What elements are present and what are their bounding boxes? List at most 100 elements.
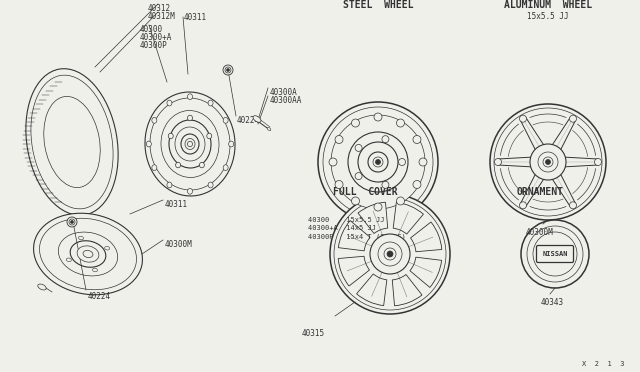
- Ellipse shape: [181, 134, 199, 154]
- Circle shape: [374, 113, 382, 121]
- Ellipse shape: [44, 96, 100, 187]
- Circle shape: [520, 115, 527, 122]
- Circle shape: [370, 234, 410, 274]
- Ellipse shape: [188, 141, 193, 147]
- Ellipse shape: [185, 138, 195, 150]
- Circle shape: [335, 180, 343, 189]
- Circle shape: [382, 181, 389, 188]
- Text: 40224: 40224: [237, 116, 260, 125]
- Ellipse shape: [200, 162, 204, 168]
- Circle shape: [351, 119, 360, 127]
- Wedge shape: [338, 256, 369, 286]
- Circle shape: [533, 232, 577, 276]
- Ellipse shape: [38, 284, 46, 290]
- Circle shape: [227, 68, 230, 71]
- Circle shape: [495, 158, 502, 166]
- Circle shape: [595, 158, 602, 166]
- Ellipse shape: [168, 133, 173, 139]
- Text: ALUMINUM  WHEEL: ALUMINUM WHEEL: [504, 0, 592, 10]
- Ellipse shape: [228, 141, 234, 147]
- Wedge shape: [410, 257, 442, 288]
- Circle shape: [223, 65, 233, 75]
- Ellipse shape: [188, 94, 193, 100]
- Text: 40315: 40315: [302, 329, 325, 338]
- Text: 40312: 40312: [148, 4, 171, 13]
- Ellipse shape: [167, 182, 172, 188]
- Circle shape: [545, 160, 550, 164]
- Text: 40311: 40311: [165, 200, 188, 209]
- Circle shape: [376, 160, 381, 164]
- Text: NISSAN: NISSAN: [542, 251, 568, 257]
- Ellipse shape: [223, 165, 228, 170]
- Circle shape: [348, 132, 408, 192]
- Circle shape: [334, 198, 446, 310]
- Ellipse shape: [208, 100, 213, 106]
- Circle shape: [373, 157, 383, 167]
- Text: 40300+A  14x5 JJ: 40300+A 14x5 JJ: [308, 225, 376, 231]
- Ellipse shape: [207, 133, 212, 139]
- Circle shape: [419, 158, 427, 166]
- Circle shape: [570, 202, 577, 209]
- Ellipse shape: [167, 100, 172, 106]
- Circle shape: [413, 180, 421, 189]
- Ellipse shape: [67, 258, 71, 262]
- Circle shape: [351, 197, 360, 205]
- Wedge shape: [339, 221, 370, 251]
- Text: 40300: 40300: [140, 25, 163, 34]
- Ellipse shape: [175, 162, 180, 168]
- Text: 40300A: 40300A: [270, 88, 298, 97]
- Circle shape: [331, 115, 425, 209]
- Text: ORNAMENT: ORNAMENT: [516, 187, 563, 197]
- Wedge shape: [356, 274, 387, 306]
- Ellipse shape: [93, 268, 97, 272]
- Ellipse shape: [152, 118, 157, 123]
- Ellipse shape: [77, 246, 99, 262]
- Circle shape: [527, 226, 583, 282]
- Circle shape: [494, 108, 602, 216]
- Ellipse shape: [58, 232, 118, 276]
- Circle shape: [384, 248, 396, 260]
- Ellipse shape: [83, 250, 93, 257]
- Circle shape: [318, 102, 438, 222]
- Circle shape: [330, 194, 450, 314]
- Wedge shape: [358, 202, 388, 234]
- Wedge shape: [393, 202, 424, 234]
- Circle shape: [378, 242, 402, 266]
- Circle shape: [570, 115, 577, 122]
- Circle shape: [520, 202, 527, 209]
- Ellipse shape: [40, 218, 136, 290]
- Ellipse shape: [152, 165, 157, 170]
- Circle shape: [374, 203, 382, 211]
- Ellipse shape: [169, 120, 211, 168]
- Ellipse shape: [70, 241, 106, 267]
- Wedge shape: [392, 275, 422, 306]
- Circle shape: [225, 67, 231, 73]
- Ellipse shape: [188, 115, 193, 121]
- Circle shape: [530, 144, 566, 180]
- Ellipse shape: [175, 127, 205, 161]
- Circle shape: [70, 221, 74, 224]
- Circle shape: [397, 119, 404, 127]
- Ellipse shape: [147, 141, 151, 147]
- Circle shape: [543, 157, 553, 167]
- Circle shape: [397, 197, 404, 205]
- Text: X  2  1  3: X 2 1 3: [582, 361, 625, 367]
- Text: 40312M: 40312M: [148, 12, 176, 21]
- Text: 40300AA: 40300AA: [270, 96, 302, 105]
- Circle shape: [69, 219, 75, 225]
- Text: 40300M: 40300M: [165, 240, 193, 249]
- Circle shape: [335, 135, 343, 144]
- Ellipse shape: [268, 128, 271, 131]
- Circle shape: [538, 152, 558, 172]
- Wedge shape: [410, 222, 442, 252]
- Ellipse shape: [145, 92, 235, 196]
- Ellipse shape: [188, 188, 193, 194]
- Ellipse shape: [208, 182, 213, 188]
- Circle shape: [413, 135, 421, 144]
- Text: 40300P: 40300P: [140, 41, 168, 50]
- Ellipse shape: [26, 69, 118, 215]
- Text: 40300+A: 40300+A: [140, 33, 172, 42]
- Circle shape: [67, 217, 77, 227]
- FancyBboxPatch shape: [536, 246, 573, 263]
- Text: 40300P   15x4 T (SPARE): 40300P 15x4 T (SPARE): [308, 233, 406, 240]
